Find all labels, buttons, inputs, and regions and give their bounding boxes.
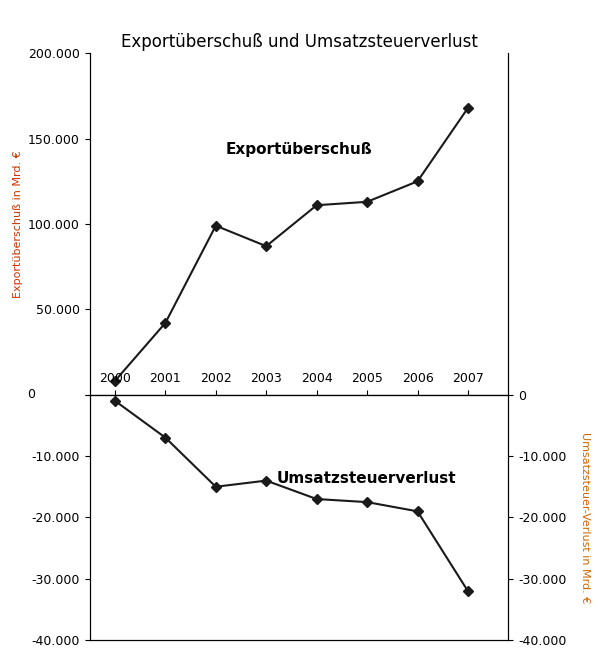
Text: Exportüberschuß und Umsatzsteuerverlust: Exportüberschuß und Umsatzsteuerverlust — [121, 33, 477, 51]
Text: Exportüberschuß: Exportüberschuß — [226, 142, 373, 157]
Y-axis label: Umsatzsteuer-Verlust in Mrd. €: Umsatzsteuer-Verlust in Mrd. € — [580, 432, 590, 603]
Text: 0: 0 — [28, 388, 35, 401]
Text: Umsatzsteuerverlust: Umsatzsteuerverlust — [276, 472, 456, 486]
Y-axis label: Exportüberschuß in Mrd. €: Exportüberschuß in Mrd. € — [13, 150, 23, 297]
